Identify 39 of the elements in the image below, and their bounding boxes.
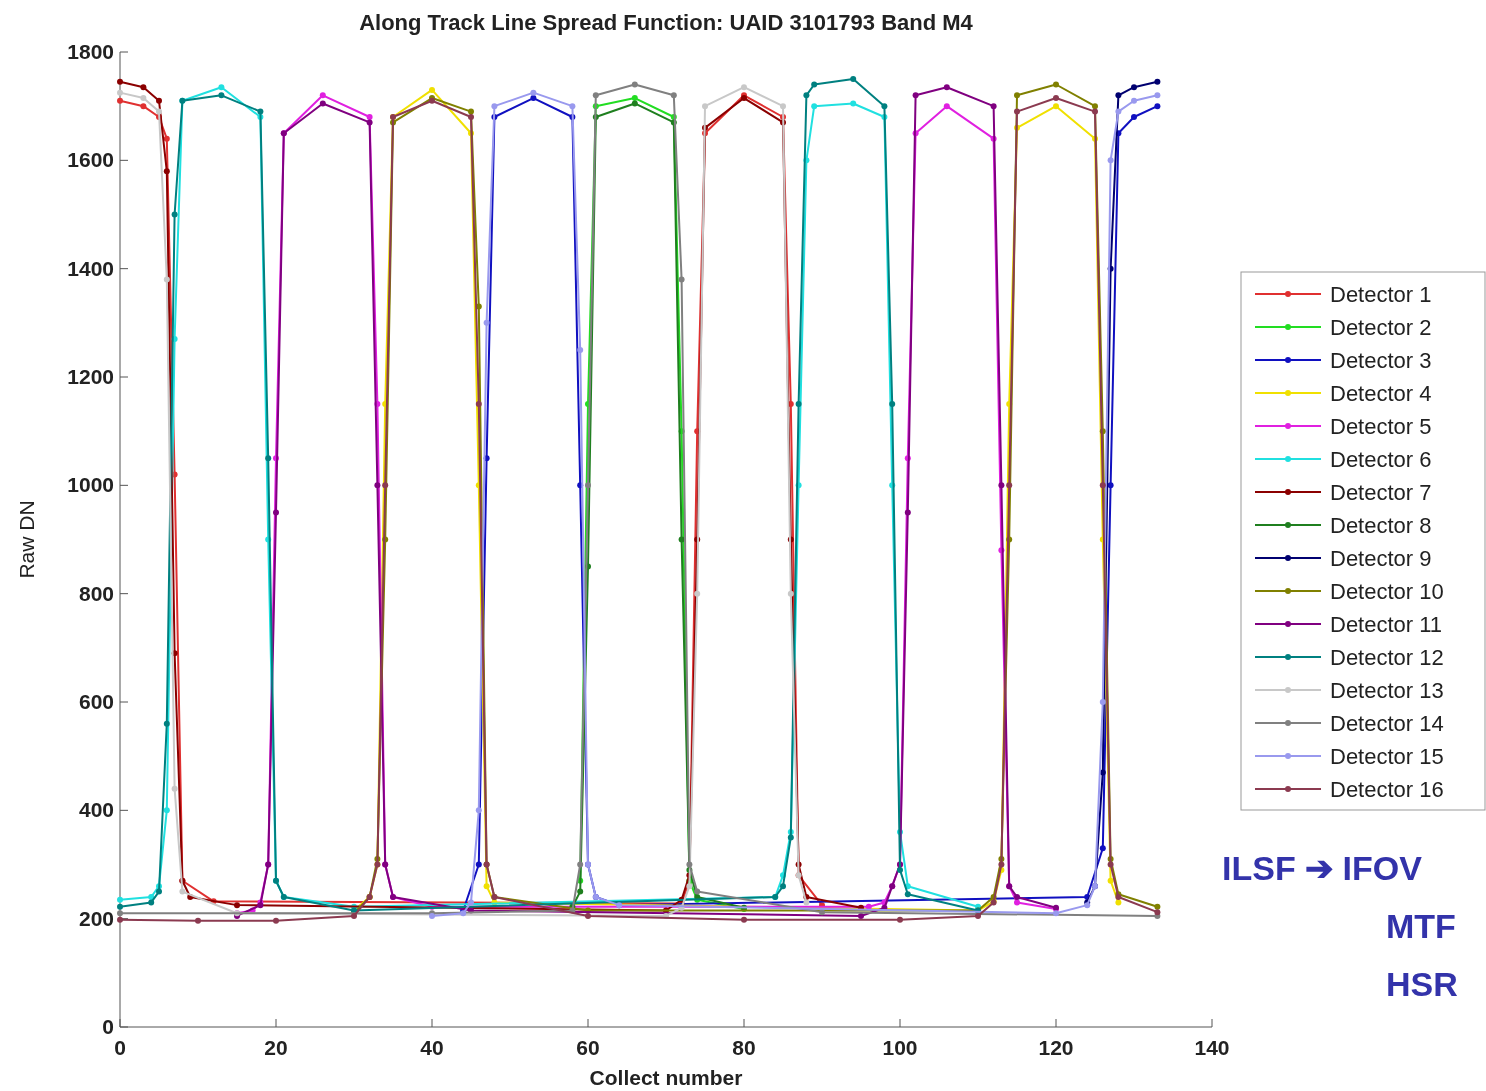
x-tick-label: 40 [420, 1036, 444, 1059]
legend-label: Detector 15 [1330, 744, 1444, 769]
chart-title: Along Track Line Spread Function: UAID 3101793 Band M4 [359, 10, 974, 35]
y-axis-title: Raw DN [15, 500, 38, 579]
y-tick-label: 800 [78, 581, 114, 605]
text: MTF [1386, 907, 1456, 945]
y-tick-label: 1200 [67, 365, 114, 388]
legend-label: Detector 12 [1330, 645, 1444, 670]
x-tick-label: 80 [732, 1036, 756, 1059]
y-tick-label: 1400 [67, 256, 114, 280]
legend-label: Detector 9 [1330, 546, 1432, 571]
legend-label: Detector 5 [1330, 414, 1432, 439]
text: HSR [1386, 965, 1458, 1003]
legend-label: Detector 6 [1330, 447, 1432, 472]
x-tick-label: 20 [264, 1036, 288, 1059]
text: ILSF ➔ IFOV [1222, 849, 1423, 887]
y-tick-label: 1600 [67, 148, 114, 172]
y-tick-label: 600 [78, 690, 114, 713]
legend-label: Detector 3 [1330, 348, 1432, 373]
y-tick-label: 200 [78, 906, 114, 930]
legend-label: Detector 14 [1330, 711, 1444, 736]
x-tick-label: 60 [576, 1036, 600, 1059]
legend-label: Detector 13 [1330, 678, 1444, 703]
legend-label: Detector 2 [1330, 315, 1432, 340]
x-axis-title: Collect number [589, 1066, 743, 1089]
legend-label: Detector 16 [1330, 777, 1444, 802]
y-tick-label: 1000 [67, 473, 114, 497]
y-tick-label: 400 [78, 798, 114, 822]
x-tick-label: 140 [1194, 1036, 1230, 1059]
y-tick-label: 1800 [67, 40, 114, 63]
x-tick-label: 120 [1038, 1036, 1074, 1059]
x-tick-label: 100 [882, 1036, 918, 1059]
legend-label: Detector 10 [1330, 579, 1444, 604]
legend-label: Detector 7 [1330, 480, 1432, 505]
legend-label: Detector 1 [1330, 282, 1432, 307]
legend-label: Detector 4 [1330, 381, 1432, 406]
legend-label: Detector 11 [1330, 612, 1443, 637]
legend-label: Detector 8 [1330, 513, 1432, 538]
y-tick-label: 0 [102, 1015, 114, 1038]
